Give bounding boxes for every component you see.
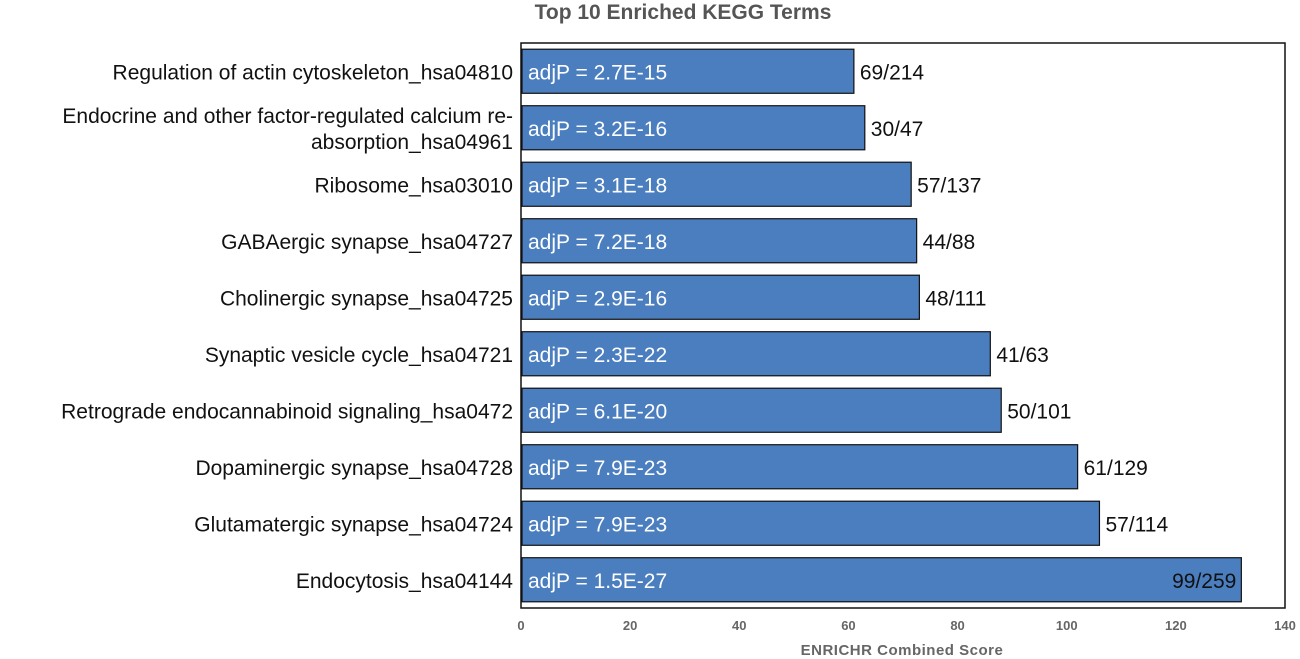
x-tick-label: 0 (517, 618, 524, 633)
bar-count-label: 99/259 (1172, 570, 1236, 593)
x-axis-title: ENRICHR Combined Score (801, 642, 1004, 659)
plot-area-frame (520, 42, 1286, 609)
bar-count-label: 61/129 (1084, 457, 1148, 480)
category-label: Synaptic vesicle cycle_hsa04721 (205, 344, 513, 367)
bar-adjp-label: adjP = 7.2E-18 (528, 231, 667, 254)
category-label: Dopaminergic synapse_hsa04728 (195, 457, 513, 480)
bar-count-label: 30/47 (871, 118, 924, 141)
category-label: Glutamatergic synapse_hsa04724 (194, 513, 513, 536)
category-label: Ribosome_hsa03010 (315, 174, 513, 197)
bar (521, 218, 918, 264)
x-tick-label: 60 (841, 618, 855, 633)
bar (521, 105, 866, 151)
category-label: Endocrine and other factor-regulated cal… (62, 105, 513, 128)
bar-count-label: 57/137 (917, 174, 981, 197)
category-label: Cholinergic synapse_hsa04725 (220, 287, 513, 310)
chart-title: Top 10 Enriched KEGG Terms (535, 1, 832, 24)
x-tick-label: 140 (1274, 618, 1296, 633)
bar (521, 557, 1242, 603)
bar-adjp-label: adjP = 3.1E-18 (528, 174, 667, 197)
bar-adjp-label: adjP = 7.9E-23 (528, 513, 667, 536)
bar-adjp-label: adjP = 6.1E-20 (528, 400, 667, 423)
category-label: Retrograde endocannabinoid signaling_hsa… (61, 400, 513, 423)
bar-adjp-label: adjP = 3.2E-16 (528, 118, 667, 141)
x-tick-label: 40 (732, 618, 746, 633)
bar (521, 161, 912, 207)
bar (521, 48, 855, 94)
category-label: absorption_hsa04961 (311, 131, 513, 154)
category-label: GABAergic synapse_hsa04727 (221, 231, 513, 254)
x-tick-label: 100 (1056, 618, 1078, 633)
category-label: Regulation of actin cytoskeleton_hsa0481… (113, 61, 513, 84)
bar-count-label: 44/88 (923, 231, 976, 254)
category-label: Endocytosis_hsa04144 (296, 570, 513, 593)
bar-adjp-label: adjP = 7.9E-23 (528, 457, 667, 480)
bar (521, 274, 920, 320)
bar-count-label: 69/214 (860, 61, 925, 84)
bar-adjp-label: adjP = 2.3E-22 (528, 344, 667, 367)
bar-count-label: 57/114 (1105, 513, 1168, 536)
bar-adjp-label: adjP = 2.9E-16 (528, 287, 667, 310)
bar (521, 331, 991, 377)
bar-count-label: 41/63 (996, 344, 1049, 367)
bar-count-label: 48/111 (925, 287, 986, 310)
bar-count-label: 50/101 (1007, 400, 1071, 423)
x-tick-label: 120 (1165, 618, 1187, 633)
x-tick-label: 80 (950, 618, 964, 633)
bar (521, 500, 1101, 546)
bar-adjp-label: adjP = 2.7E-15 (528, 61, 667, 84)
bar (521, 387, 1002, 433)
x-tick-label: 20 (623, 618, 637, 633)
bar (521, 444, 1079, 490)
bar-adjp-label: adjP = 1.5E-27 (528, 570, 667, 593)
